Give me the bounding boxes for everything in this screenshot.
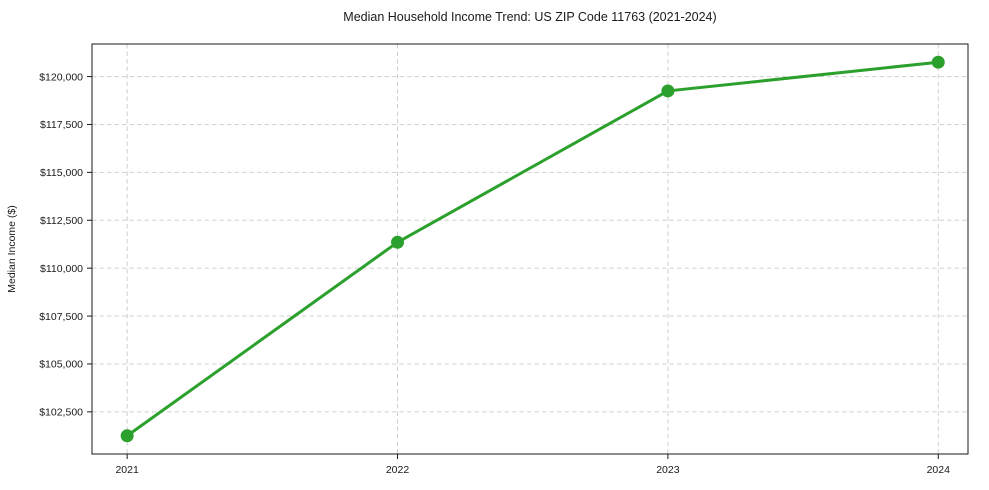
trend-line — [125, 60, 940, 438]
axis-ticks: $102,500 $105,000 $107,500 $110,000 $112,500… — [39, 71, 950, 476]
y-tick-label: $102,500 — [39, 407, 83, 419]
y-tick-label: $117,500 — [40, 119, 83, 131]
chart-title: Median Household Income Trend: US ZIP Co… — [343, 10, 716, 24]
data-point — [931, 55, 945, 69]
x-tick-label: 2024 — [927, 464, 951, 476]
y-tick-label: $107,500 — [39, 311, 83, 323]
x-tick-label: 2023 — [656, 464, 680, 476]
plot-border — [91, 43, 969, 455]
x-tick-label: 2021 — [115, 464, 139, 476]
data-point — [120, 429, 134, 443]
series-group — [120, 55, 945, 443]
data-point — [391, 235, 405, 249]
y-tick-label: $120,000 — [39, 71, 83, 83]
y-tick-label: $115,000 — [40, 167, 83, 179]
y-axis-label: Median Income ($) — [6, 205, 18, 293]
x-tick-label: 2022 — [386, 464, 410, 476]
gridlines — [92, 44, 968, 454]
y-tick-label: $105,000 — [39, 359, 83, 371]
y-tick-label: $110,000 — [40, 263, 83, 275]
data-point — [661, 84, 675, 98]
y-tick-label: $112,500 — [40, 215, 83, 227]
